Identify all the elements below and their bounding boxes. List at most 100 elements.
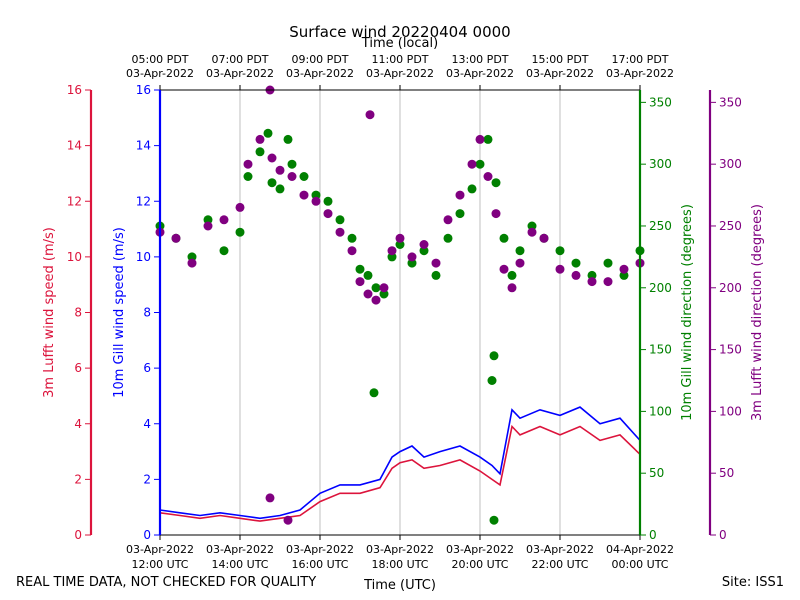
data-point (539, 233, 549, 243)
top-tick-date: 03-Apr-2022 (366, 67, 434, 80)
data-point (267, 178, 277, 188)
top-axis-label: Time (local) (361, 36, 438, 51)
data-point (371, 295, 381, 305)
top-tick-time: 13:00 PDT (451, 53, 508, 66)
y-tick-label: 300 (719, 157, 742, 171)
data-point (219, 215, 229, 225)
y-tick-label: 350 (719, 95, 742, 109)
data-point (555, 264, 565, 274)
data-point (187, 258, 197, 268)
data-point (407, 252, 417, 262)
data-point (499, 264, 509, 274)
data-point (527, 221, 537, 231)
data-point (491, 209, 501, 219)
data-point (475, 134, 485, 144)
data-point (515, 246, 525, 256)
data-point (283, 134, 293, 144)
y-tick-label: 50 (719, 466, 734, 480)
y-tick-label: 350 (649, 95, 672, 109)
bottom-axis-label: Time (UTC) (363, 578, 436, 593)
data-point (171, 233, 181, 243)
top-tick-date: 03-Apr-2022 (446, 67, 514, 80)
y-tick-label: 200 (649, 281, 672, 295)
data-point (443, 233, 453, 243)
data-point (431, 270, 441, 280)
y-tick-label: 250 (649, 219, 672, 233)
data-point (323, 209, 333, 219)
data-point (489, 351, 499, 361)
data-point (235, 227, 245, 237)
data-point (555, 246, 565, 256)
data-point (311, 196, 321, 206)
y-axis-lufft_dir: 0 50 100 150 200 250 300 350 3m Lufft wind direc… (708, 90, 765, 542)
data-point (243, 159, 253, 169)
data-point (603, 258, 613, 268)
y-tick-label: 0 (649, 528, 657, 542)
y-tick-label: 16 (136, 83, 151, 97)
y-tick-label: 6 (74, 361, 82, 375)
y-tick-label: 14 (136, 139, 151, 153)
data-point (379, 283, 389, 293)
y-tick-label: 250 (719, 219, 742, 233)
y-tick-label: 2 (74, 472, 82, 486)
data-point (587, 270, 597, 280)
data-point (387, 252, 397, 262)
data-point (347, 233, 357, 243)
y-tick-label: 10 (67, 250, 82, 264)
data-point (619, 270, 629, 280)
top-tick-time: 11:00 PDT (371, 53, 428, 66)
y-axis-label: 3m Lufft wind speed (m/s) (42, 227, 57, 398)
data-point (507, 283, 517, 293)
top-tick-time: 07:00 PDT (211, 53, 268, 66)
y-axis-gill_dir: 0 50 100 150 200 250 300 350 10m Gill wind direc… (638, 90, 695, 542)
y-tick-label: 4 (143, 417, 151, 431)
y-axis-label: 3m Lufft wind direction (degrees) (750, 204, 765, 421)
data-point (263, 128, 273, 138)
data-point (275, 184, 285, 194)
series-line-lufft_speed (159, 424, 641, 522)
data-point (483, 134, 493, 144)
y-tick-label: 8 (143, 306, 151, 320)
data-point (335, 227, 345, 237)
data-point (287, 172, 297, 181)
bottom-tick-date: 03-Apr-2022 (366, 543, 434, 556)
data-point (603, 277, 613, 287)
data-point (267, 153, 277, 163)
data-point (323, 196, 333, 206)
y-tick-label: 4 (74, 417, 82, 431)
y-tick-label: 200 (719, 281, 742, 295)
data-point (443, 215, 453, 225)
data-point (475, 159, 485, 169)
data-point (311, 190, 321, 200)
chart-title: Surface wind 20220404 0000 (289, 23, 510, 41)
bottom-tick-date: 03-Apr-2022 (206, 543, 274, 556)
y-axis-lufft_speed: 0 2 4 6 8 10 12 14 16 3m Lufft wind speed (m/s) (42, 83, 93, 542)
data-point (379, 289, 389, 299)
data-point (219, 246, 229, 256)
y-tick-label: 16 (67, 83, 82, 97)
data-point (275, 165, 285, 175)
series-layer (155, 85, 645, 525)
data-point (507, 270, 517, 280)
data-point (283, 515, 293, 525)
data-point (487, 376, 497, 385)
bottom-tick-time: 12:00 UTC (131, 558, 188, 571)
y-tick-label: 0 (143, 528, 151, 542)
y-tick-label: 12 (136, 194, 151, 208)
data-point (455, 209, 465, 219)
data-point (499, 233, 509, 243)
bottom-tick-time: 20:00 UTC (451, 558, 508, 571)
data-point (299, 172, 309, 181)
top-tick-date: 03-Apr-2022 (606, 67, 674, 80)
data-point (419, 246, 429, 256)
y-tick-label: 10 (136, 250, 151, 264)
data-point (287, 159, 297, 169)
y-tick-label: 300 (649, 157, 672, 171)
data-point (491, 178, 501, 188)
data-point (419, 240, 429, 249)
data-point (335, 215, 345, 225)
top-tick-date: 03-Apr-2022 (206, 67, 274, 80)
data-point (355, 264, 365, 274)
y-tick-label: 150 (649, 343, 672, 357)
